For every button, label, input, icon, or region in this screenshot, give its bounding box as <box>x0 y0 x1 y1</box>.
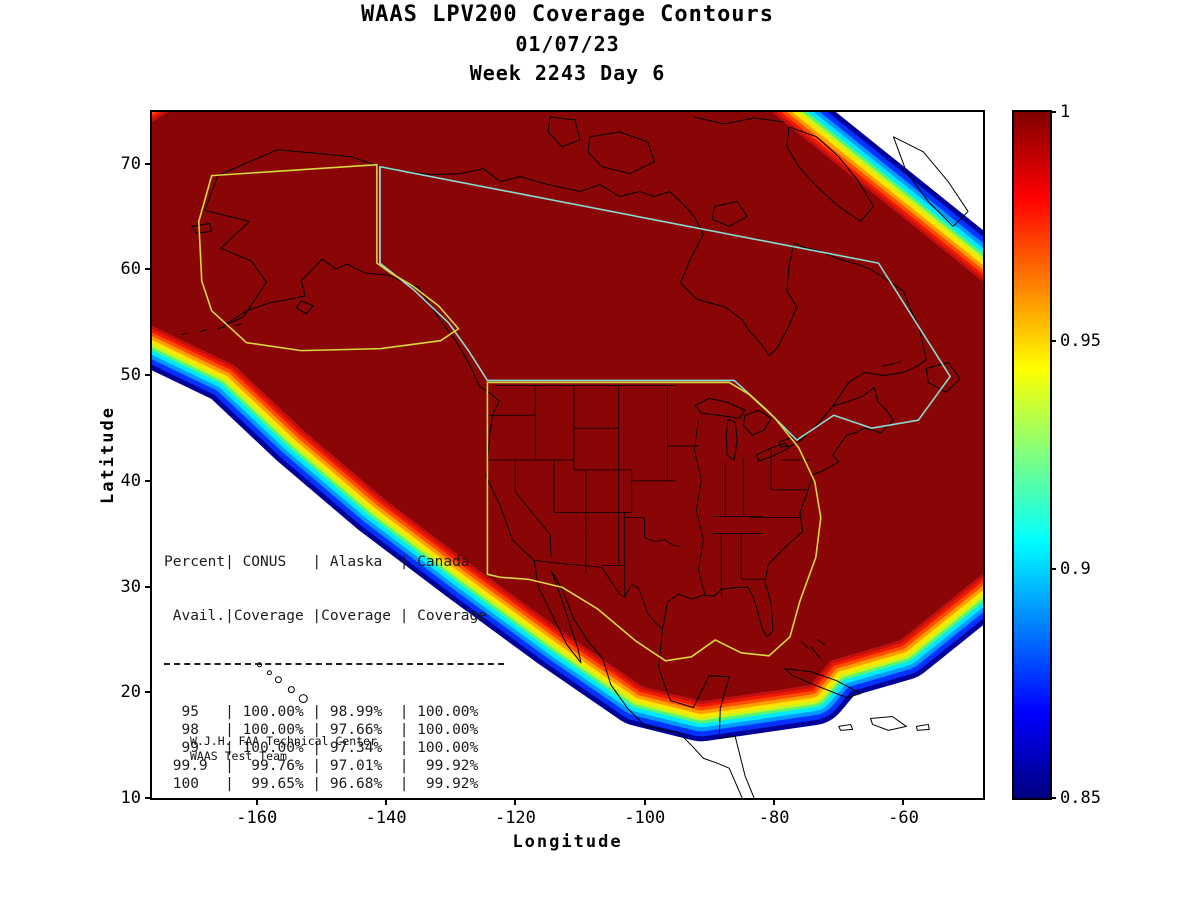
y-tick-label: 60 <box>120 259 141 280</box>
y-tick-mark <box>145 479 152 482</box>
availability-table-row: 95 | 100.00% | 98.99% | 100.00% <box>164 704 479 720</box>
y-tick-label: 70 <box>120 153 141 174</box>
y-tick-mark <box>145 162 152 165</box>
y-axis-label: Latitude <box>98 406 118 504</box>
y-tick-mark <box>145 797 152 799</box>
colorbar-tick-label: 1 <box>1060 102 1071 122</box>
colorbar-tick-mark <box>1050 339 1056 342</box>
colorbar-tick-label: 0.95 <box>1060 330 1101 351</box>
credit-line-1: W.J.H. FAA Technical Center <box>190 734 377 748</box>
colorbar: 1 0.95 0.9 0.85 <box>1012 102 1101 808</box>
x-tick-label: -80 <box>758 808 790 828</box>
colorbar-tick-label: 0.9 <box>1060 559 1091 580</box>
colorbar-tick-mark <box>1050 111 1056 113</box>
chart-title: WAAS LPV200 Coverage Contours <box>360 2 775 27</box>
y-tick-mark <box>145 268 152 271</box>
availability-table-rows: 95 | 100.00% | 98.99% | 100.00% 98 | 100… <box>164 703 504 793</box>
availability-table-header-2: Avail.|Coverage |Coverage | Coverage <box>164 608 488 624</box>
availability-table-header-1: Percent| CONUS | Alaska | Canada <box>164 554 470 570</box>
y-tick-label: 10 <box>120 788 141 808</box>
y-tick-label: 30 <box>120 576 141 597</box>
x-tick-mark <box>255 798 258 805</box>
credit-line-2: WAAS Test Team <box>190 749 287 763</box>
x-tick-mark <box>902 798 905 805</box>
colorbar-tick-mark <box>1050 568 1056 571</box>
y-tick-label: 50 <box>120 365 141 386</box>
colorbar-tick-label: 0.85 <box>1060 788 1101 808</box>
alaska-conus-service-boundary <box>197 163 822 662</box>
y-tick-mark <box>145 374 152 377</box>
availability-table-row: 98 | 100.00% | 97.66% | 100.00% <box>164 722 479 738</box>
chart-date: 01/07/23 <box>515 32 620 56</box>
x-tick-label: -60 <box>888 808 919 828</box>
availability-table-row: 99 | 100.00% | 97.34% | 100.00% <box>164 740 479 756</box>
x-tick-mark <box>514 798 517 805</box>
chart-week-day: Week 2243 Day 6 <box>469 61 666 85</box>
x-tick-label: -140 <box>365 808 407 828</box>
chart-title-block: WAAS LPV200 Coverage Contours 01/07/23 W… <box>150 2 985 85</box>
x-tick-mark <box>773 798 776 805</box>
y-tick-mark <box>145 691 152 694</box>
x-axis-label: Longitude <box>512 832 623 852</box>
availability-table-row: 99.9 | 99.76% | 97.01% | 99.92% <box>164 758 479 774</box>
availability-table: Percent| CONUS | Alaska | Canada Avail.|… <box>164 517 504 829</box>
availability-table-separator <box>164 663 504 665</box>
coverage-contour-map <box>152 112 983 798</box>
state-border-lines <box>488 385 811 630</box>
x-tick-label: -120 <box>494 808 536 828</box>
x-tick-label: -100 <box>624 808 666 828</box>
availability-table-row: 100 | 99.65% | 96.68% | 99.92% <box>164 776 479 792</box>
x-tick-mark <box>643 798 646 805</box>
x-tick-mark <box>385 798 388 805</box>
x-tick-label: -160 <box>236 808 278 828</box>
plot-area: Percent| CONUS | Alaska | Canada Avail.|… <box>121 110 985 828</box>
credit-block: W.J.H. FAA Technical Center WAAS Test Te… <box>190 734 377 764</box>
y-tick-mark <box>145 585 152 588</box>
y-tick-label: 20 <box>120 682 141 703</box>
y-tick-label: 40 <box>120 470 141 491</box>
colorbar-tick-mark <box>1050 797 1056 799</box>
